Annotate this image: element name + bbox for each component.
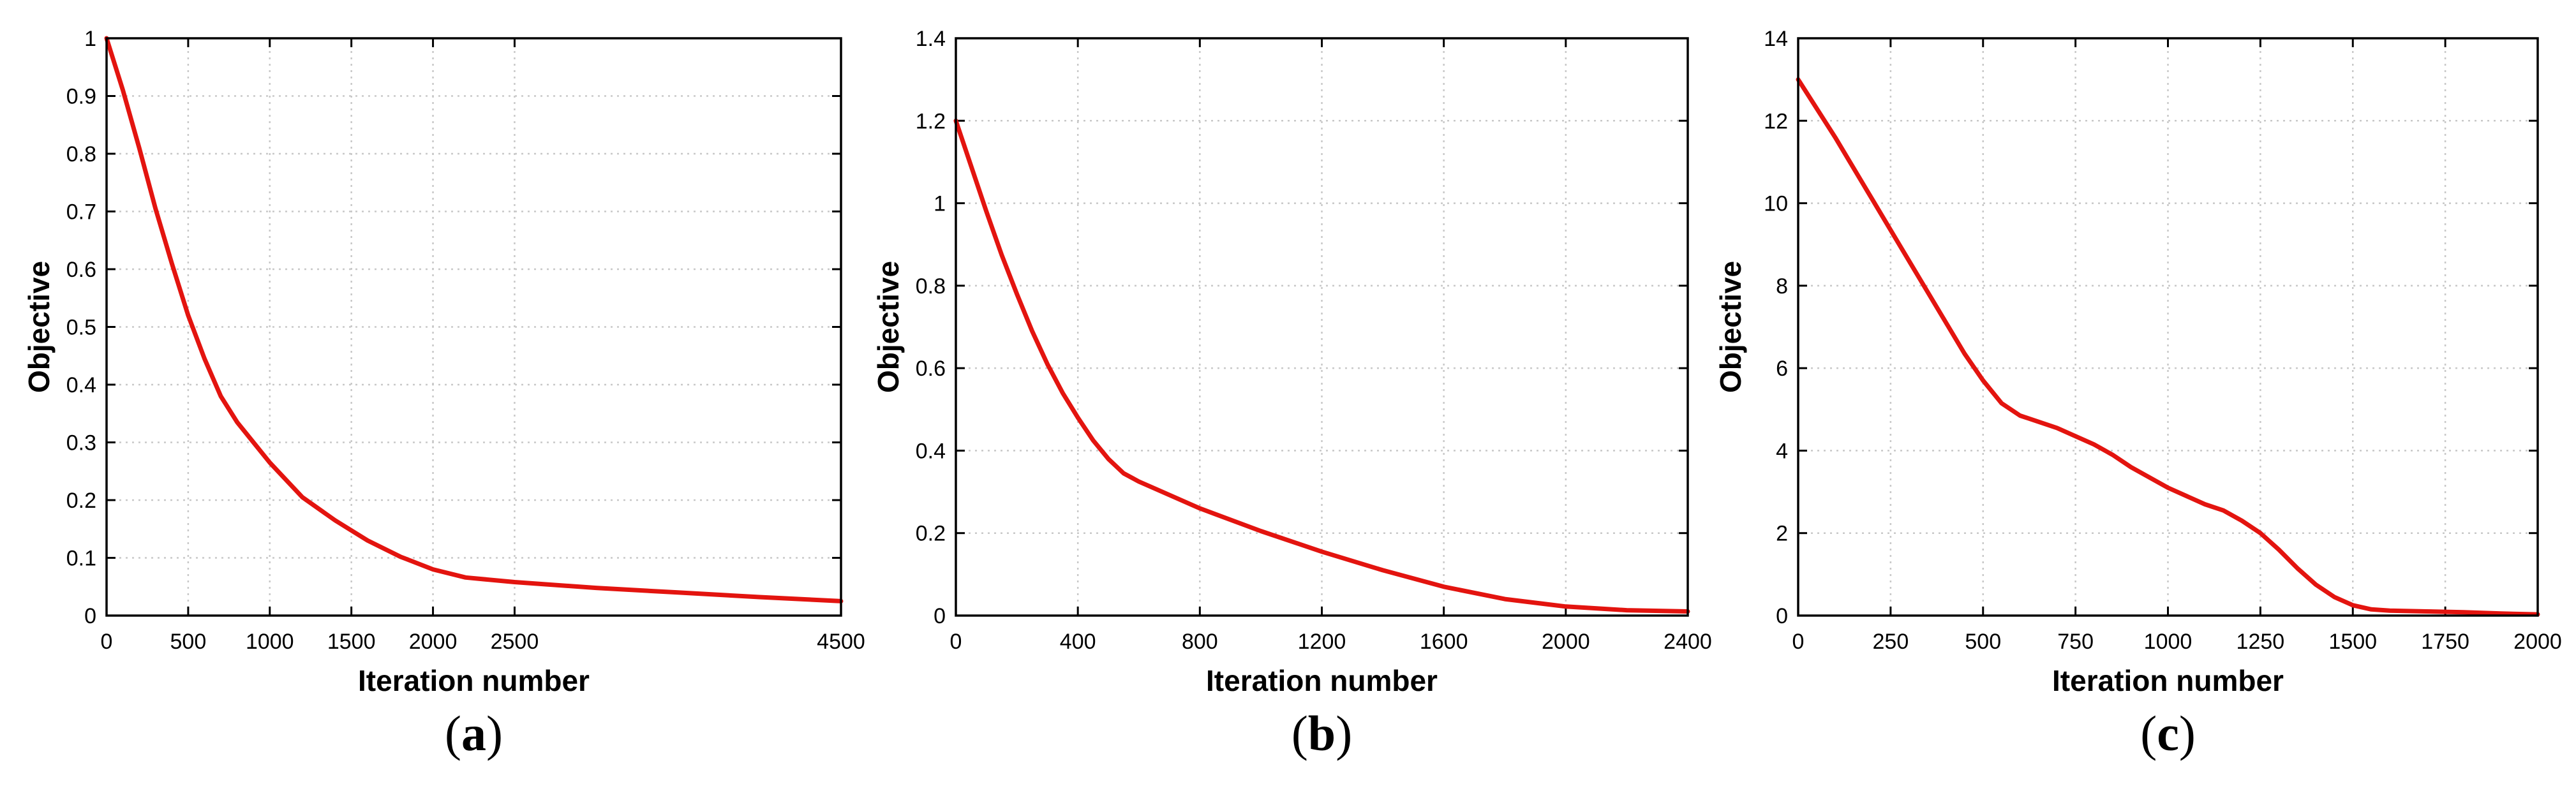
- x-tick-label: 2500: [491, 630, 539, 654]
- y-tick-label: 2: [1776, 522, 1788, 546]
- y-tick-label: 0.5: [66, 316, 96, 340]
- plot-frame: [105, 37, 842, 617]
- x-tick-label: 1250: [2237, 630, 2285, 654]
- x-tick-label: 0: [950, 630, 962, 654]
- x-tick-label: 4500: [817, 630, 865, 654]
- y-tick-label: 1.4: [916, 27, 946, 51]
- x-tick-label: 1200: [1298, 630, 1346, 654]
- y-tick-label: 0.7: [66, 200, 96, 225]
- y-tick-label: 0: [934, 604, 946, 628]
- x-tick-label: 1500: [2328, 630, 2377, 654]
- x-tick-label: 250: [1873, 630, 1909, 654]
- chart-b: 0 400 800 1200 1600 2000 2400 0 0.2 0.4 0.6 0.8 1 1.2…: [872, 27, 1712, 697]
- x-tick-label: 1000: [246, 630, 294, 654]
- y-tick-label: 0.3: [66, 431, 96, 455]
- panel-label-a: (a): [445, 706, 503, 761]
- y-tick-label: 4: [1776, 439, 1788, 463]
- y-tick-label: 0.9: [66, 85, 96, 109]
- y-axis-label: Objective: [1714, 261, 1747, 393]
- chart-a: 0 500 1000 1500 2000 2500 4500 0 0.1 0.2 0.3 0.4 0.5…: [22, 27, 865, 697]
- x-tick-label: 1000: [2144, 630, 2193, 654]
- x-tick-label: 2400: [1664, 630, 1712, 654]
- x-tick-label: 1600: [1420, 630, 1468, 654]
- panel-label-c: (c): [2140, 706, 2196, 761]
- y-tick-label: 8: [1776, 274, 1788, 299]
- panel-label-b: (b): [1291, 706, 1353, 761]
- x-tick-label: 1500: [327, 630, 376, 654]
- x-tick-label: 500: [170, 630, 207, 654]
- x-tick-label: 500: [1965, 630, 2001, 654]
- y-tick-label: 1: [934, 192, 946, 216]
- y-tick-label: 0: [84, 604, 96, 628]
- x-axis-label: Iteration number: [2052, 664, 2284, 697]
- y-tick-label: 6: [1776, 357, 1788, 381]
- plot-frame: [1797, 37, 2539, 617]
- y-tick-label: 14: [1764, 27, 1788, 51]
- y-axis-label: Objective: [22, 261, 56, 393]
- plot-frame: [955, 37, 1689, 617]
- y-tick-label: 1.2: [916, 109, 946, 133]
- series-line: [953, 118, 1690, 614]
- y-tick-label: 0.4: [66, 373, 96, 397]
- x-tick-label: 400: [1060, 630, 1096, 654]
- y-tick-label: 0.8: [916, 274, 946, 299]
- series-line: [104, 36, 844, 603]
- x-tick-label: 0: [101, 630, 113, 654]
- y-axis-label: Objective: [872, 261, 905, 393]
- x-tick-label: 0: [1792, 630, 1805, 654]
- y-tick-label: 0.2: [916, 522, 946, 546]
- x-tick-label: 1750: [2421, 630, 2469, 654]
- x-tick-label: 2000: [2513, 630, 2562, 654]
- chart-c: 0 250 500 750 1000 1250 1500 1750 2000 0 2 4 6 8 10 12 1…: [1714, 27, 2562, 697]
- y-tick-label: 0.1: [66, 547, 96, 571]
- y-tick-label: 10: [1764, 192, 1788, 216]
- y-tick-label: 0.4: [916, 439, 946, 463]
- y-tick-label: 12: [1764, 109, 1788, 133]
- y-tick-label: 0.8: [66, 142, 96, 166]
- y-tick-label: 0: [1776, 604, 1788, 628]
- x-tick-label: 750: [2057, 630, 2094, 654]
- y-tick-label: 0.2: [66, 489, 96, 513]
- x-axis-label: Iteration number: [358, 664, 590, 697]
- x-axis-label: Iteration number: [1206, 664, 1438, 697]
- y-tick-label: 0.6: [916, 357, 946, 381]
- y-tick-label: 0.6: [66, 258, 96, 282]
- y-tick-label: 1: [84, 27, 96, 51]
- x-tick-label: 2000: [1542, 630, 1590, 654]
- series-line: [1796, 77, 2540, 617]
- x-tick-label: 2000: [409, 630, 458, 654]
- x-tick-label: 800: [1182, 630, 1218, 654]
